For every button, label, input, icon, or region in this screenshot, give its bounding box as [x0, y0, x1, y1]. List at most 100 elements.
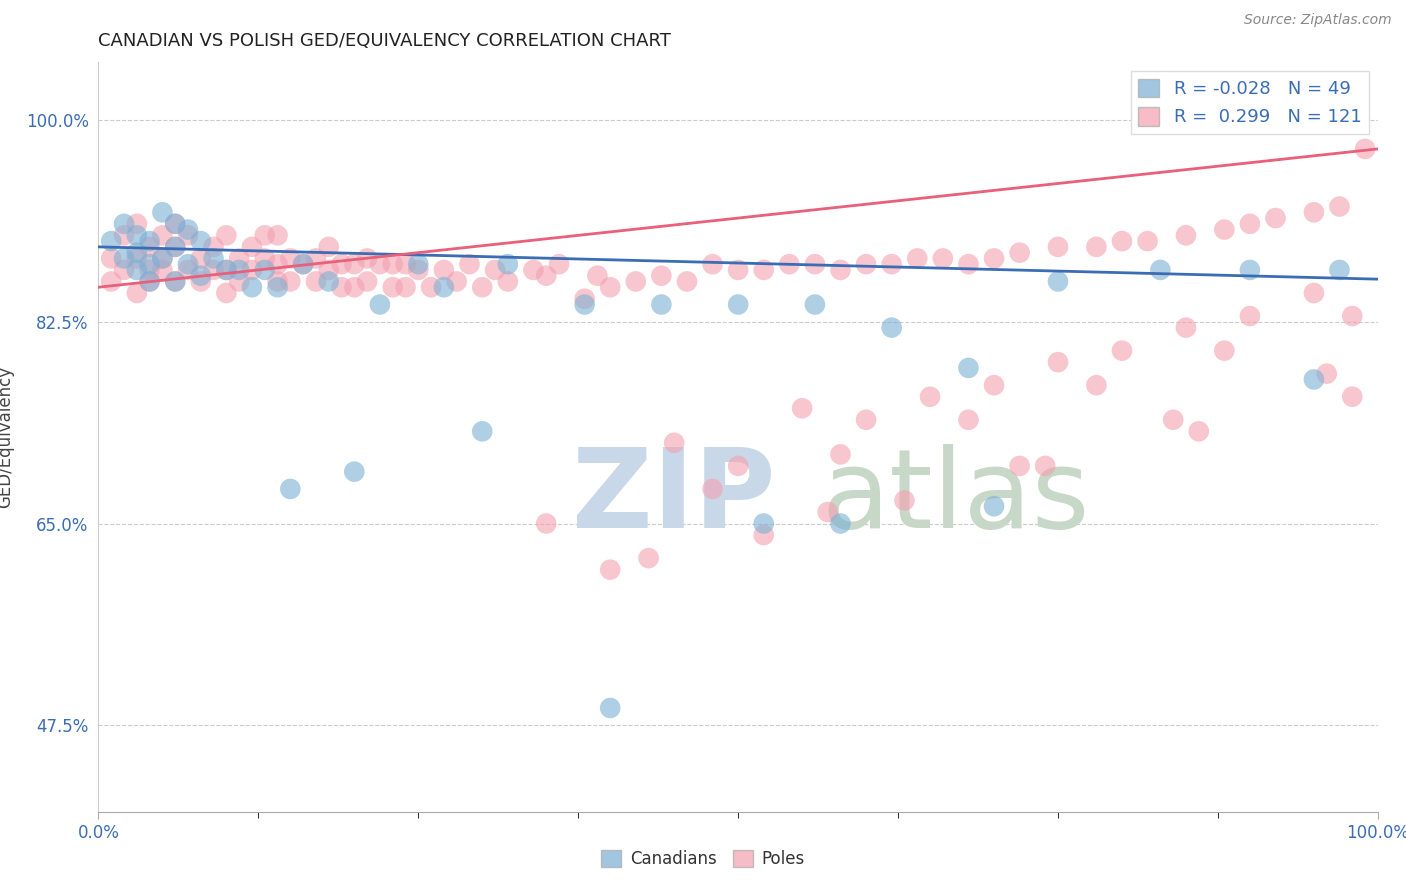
Point — [394, 280, 416, 294]
Point — [190, 252, 212, 266]
Point — [266, 257, 288, 271]
Point — [1085, 378, 1108, 392]
Point — [420, 280, 443, 294]
Point — [125, 217, 148, 231]
Point — [702, 482, 724, 496]
Point — [125, 228, 148, 243]
Point — [650, 268, 672, 283]
Point — [215, 263, 238, 277]
Point — [1316, 367, 1339, 381]
Point — [830, 263, 852, 277]
Point — [817, 505, 839, 519]
Point — [1239, 263, 1261, 277]
Point — [165, 240, 187, 254]
Point — [702, 257, 724, 271]
Point — [804, 297, 827, 311]
Point — [394, 257, 416, 271]
Text: Source: ZipAtlas.com: Source: ZipAtlas.com — [1244, 13, 1392, 28]
Point — [830, 447, 852, 461]
Point — [318, 263, 340, 277]
Point — [599, 280, 621, 294]
Point — [100, 234, 122, 248]
Point — [152, 252, 174, 266]
Point — [266, 228, 288, 243]
Point — [112, 252, 135, 266]
Text: atlas: atlas — [821, 443, 1090, 550]
Point — [1033, 458, 1056, 473]
Point — [240, 280, 263, 294]
Point — [112, 217, 135, 231]
Point — [318, 275, 340, 289]
Point — [1046, 355, 1069, 369]
Point — [446, 275, 468, 289]
Point — [1302, 372, 1324, 386]
Point — [125, 245, 148, 260]
Point — [1239, 217, 1261, 231]
Point — [125, 263, 148, 277]
Point — [408, 257, 430, 271]
Point — [893, 493, 915, 508]
Point — [1329, 200, 1351, 214]
Point — [1008, 458, 1031, 473]
Point — [190, 268, 212, 283]
Point — [1174, 320, 1197, 334]
Text: CANADIAN VS POLISH GED/EQUIVALENCY CORRELATION CHART: CANADIAN VS POLISH GED/EQUIVALENCY CORRE… — [98, 32, 671, 50]
Point — [471, 425, 494, 439]
Point — [215, 285, 238, 300]
Point — [330, 280, 353, 294]
Legend: R = -0.028   N = 49, R =  0.299   N = 121: R = -0.028 N = 49, R = 0.299 N = 121 — [1130, 71, 1369, 134]
Point — [152, 263, 174, 277]
Point — [433, 280, 456, 294]
Point — [240, 263, 263, 277]
Point — [1302, 205, 1324, 219]
Point — [253, 252, 276, 266]
Point — [408, 263, 430, 277]
Point — [318, 240, 340, 254]
Point — [138, 234, 160, 248]
Point — [650, 297, 672, 311]
Point — [752, 263, 775, 277]
Point — [343, 465, 366, 479]
Point — [278, 275, 301, 289]
Point — [855, 257, 877, 271]
Point — [1341, 390, 1364, 404]
Point — [228, 275, 250, 289]
Point — [356, 275, 378, 289]
Point — [574, 297, 596, 311]
Point — [855, 413, 877, 427]
Point — [1046, 275, 1069, 289]
Point — [138, 240, 160, 254]
Point — [1239, 309, 1261, 323]
Point — [1149, 263, 1171, 277]
Point — [1302, 285, 1324, 300]
Point — [381, 257, 404, 271]
Point — [215, 263, 238, 277]
Point — [165, 217, 187, 231]
Point — [433, 263, 456, 277]
Point — [790, 401, 813, 416]
Point — [165, 275, 187, 289]
Point — [496, 275, 519, 289]
Point — [125, 252, 148, 266]
Point — [752, 528, 775, 542]
Point — [727, 458, 749, 473]
Point — [278, 252, 301, 266]
Point — [574, 292, 596, 306]
Point — [1008, 245, 1031, 260]
Point — [112, 263, 135, 277]
Point — [228, 263, 250, 277]
Point — [177, 257, 200, 271]
Point — [599, 701, 621, 715]
Point — [177, 263, 200, 277]
Point — [484, 263, 506, 277]
Point — [1213, 343, 1236, 358]
Point — [905, 252, 928, 266]
Point — [381, 280, 404, 294]
Point — [343, 257, 366, 271]
Point — [292, 257, 315, 271]
Point — [727, 297, 749, 311]
Point — [599, 563, 621, 577]
Point — [496, 257, 519, 271]
Point — [253, 228, 276, 243]
Point — [880, 257, 903, 271]
